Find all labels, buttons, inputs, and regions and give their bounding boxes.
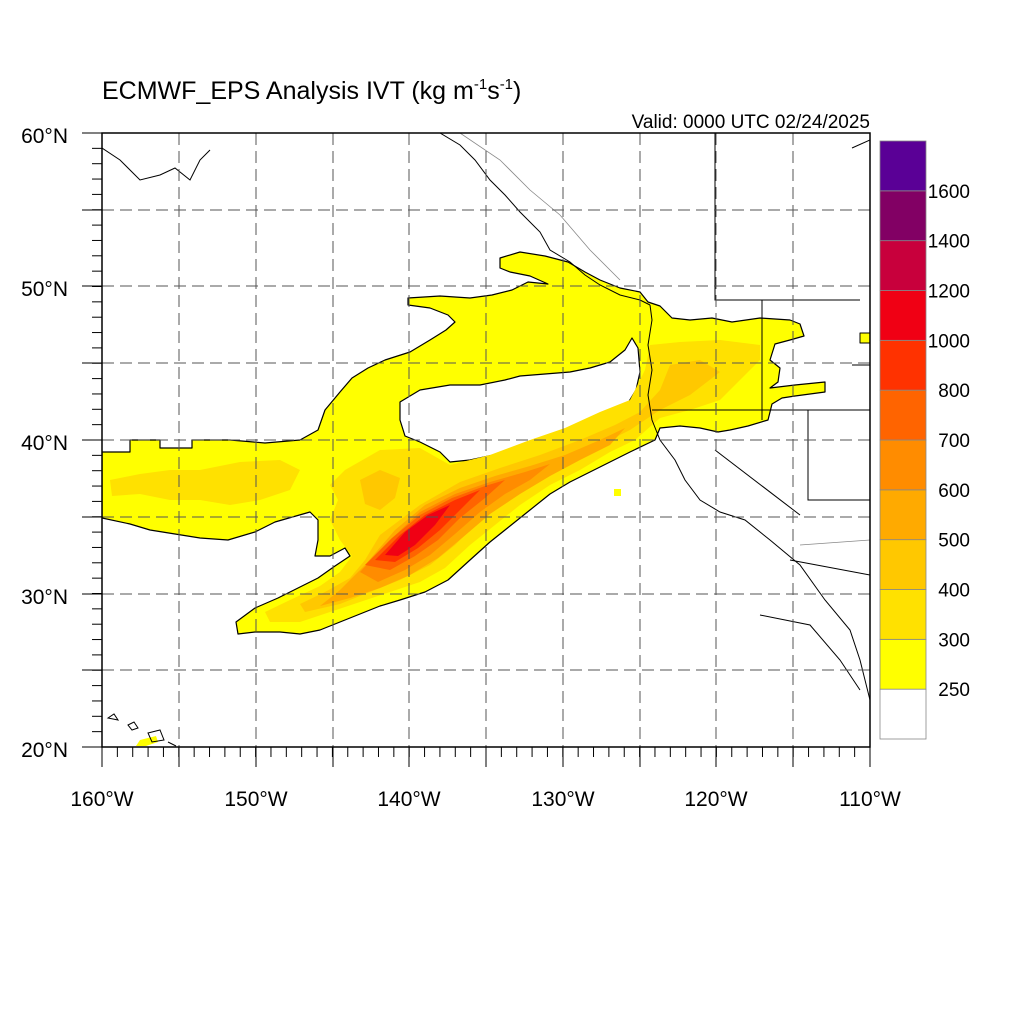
colorbar-label: 250 [938,680,970,701]
colorbar-label: 1400 [928,232,970,253]
ivt-hawaii-cell [136,736,158,746]
ivt-contour-300-west [110,460,300,505]
colorbar-segment [879,240,927,291]
map-plot-area [102,133,870,747]
coastlines [102,133,870,747]
lon-label: 140°W [377,788,440,811]
ivt-field [102,251,870,746]
colorbar-segment [879,339,927,391]
lat-label: 50°N [21,278,68,301]
lon-axis-labels: 160°W 150°W 140°W 130°W 120°W 110°W [70,788,901,811]
colorbar-label: 700 [938,431,970,452]
lat-label: 20°N [21,739,68,762]
colorbar-segment [879,140,927,192]
lat-axis-labels: 20°N 30°N 40°N 50°N 60°N [21,125,68,762]
colorbar-label: 1200 [928,282,970,303]
colorbar-label: 600 [938,481,970,502]
ivt-contour-1000 [385,505,450,556]
lon-label: 130°W [531,788,594,811]
lat-label: 40°N [21,432,68,455]
colorbar-label: 400 [938,581,970,602]
colorbar-segment [879,389,927,441]
lat-label: 30°N [21,586,68,609]
map-grid [102,133,870,747]
ivt-isolated-cell [614,489,621,496]
colorbar-label: 800 [938,381,970,402]
colorbar: 250 300 400 500 600 700 800 1000 1200 1400 1600 [879,140,970,740]
colorbar-label: 1000 [928,331,970,352]
colorbar-segment [879,290,927,341]
colorbar-label: 500 [938,531,970,552]
colorbar-segment [879,439,927,491]
figure-title: ECMWF_EPS Analysis IVT (kg m-1s-1) [102,76,521,105]
lon-label: 120°W [684,788,747,811]
ivt-edge-cell [859,332,870,344]
colorbar-label: 300 [938,630,970,651]
minor-ticks [92,132,856,757]
colorbar-segment [879,688,927,740]
valid-time-label: Valid: 0000 UTC 02/24/2025 [632,112,870,133]
colorbar-label: 1600 [928,182,970,203]
lat-label: 60°N [21,125,68,148]
state-borders [459,133,870,546]
colorbar-segment [879,589,927,640]
lon-label: 110°W [839,788,901,811]
colorbar-segment [879,638,927,690]
lon-label: 160°W [70,788,133,811]
colorbar-segment [879,539,927,590]
colorbar-segment [879,489,927,541]
colorbar-segment [879,190,927,242]
lon-label: 150°W [224,788,287,811]
